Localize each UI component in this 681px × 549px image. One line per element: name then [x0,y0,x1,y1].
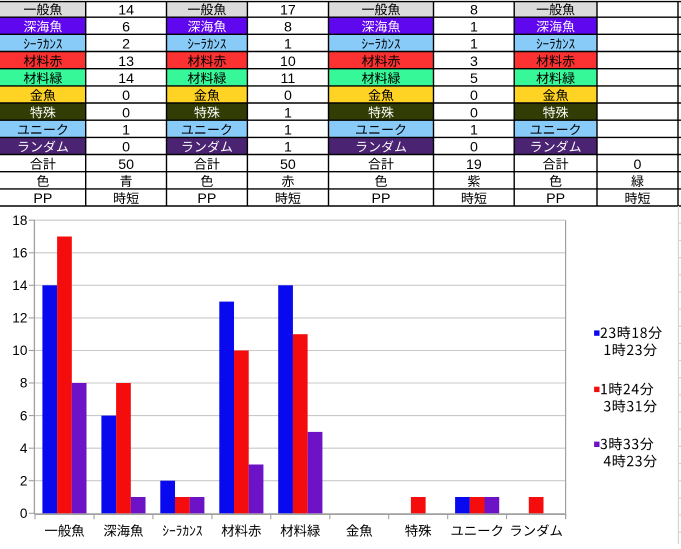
svg-text:1: 1 [470,123,478,139]
svg-text:18: 18 [12,213,27,228]
svg-text:16: 16 [12,246,27,261]
svg-text:17: 17 [280,2,296,18]
svg-text:4: 4 [20,441,28,456]
svg-text:14: 14 [118,71,134,87]
svg-text:1: 1 [284,37,292,53]
svg-text:12: 12 [12,311,27,326]
svg-text:1: 1 [284,140,292,156]
svg-text:0: 0 [470,88,478,104]
svg-text:PP: PP [197,191,216,207]
svg-text:11: 11 [281,71,296,87]
svg-text:PP: PP [546,191,565,207]
svg-text:0: 0 [634,157,642,173]
svg-text:0: 0 [470,105,478,121]
svg-text:0: 0 [20,506,28,521]
svg-text:10: 10 [280,54,296,70]
svg-text:1: 1 [284,105,292,121]
svg-text:19: 19 [466,157,482,173]
svg-text:3: 3 [470,54,478,70]
svg-text:5: 5 [470,71,478,87]
svg-text:6: 6 [122,19,130,35]
svg-text:0: 0 [122,140,130,156]
svg-text:PP: PP [372,191,391,207]
svg-text:8: 8 [284,19,292,35]
svg-text:1: 1 [470,37,478,53]
svg-text:8: 8 [20,376,28,391]
svg-text:1: 1 [122,123,130,139]
svg-text:10: 10 [12,343,28,358]
svg-text:1: 1 [470,19,478,35]
svg-text:14: 14 [118,2,134,18]
svg-text:13: 13 [118,54,134,70]
svg-text:0: 0 [284,88,292,104]
svg-text:PP: PP [33,191,52,207]
svg-text:0: 0 [122,105,130,121]
svg-text:50: 50 [118,157,134,173]
svg-text:50: 50 [280,157,296,173]
svg-text:0: 0 [470,140,478,156]
svg-text:0: 0 [122,88,130,104]
svg-text:8: 8 [470,2,478,18]
svg-text:1: 1 [284,123,292,139]
svg-text:6: 6 [20,408,28,423]
svg-text:2: 2 [20,473,28,488]
svg-text:2: 2 [122,37,130,53]
svg-text:14: 14 [12,278,28,293]
